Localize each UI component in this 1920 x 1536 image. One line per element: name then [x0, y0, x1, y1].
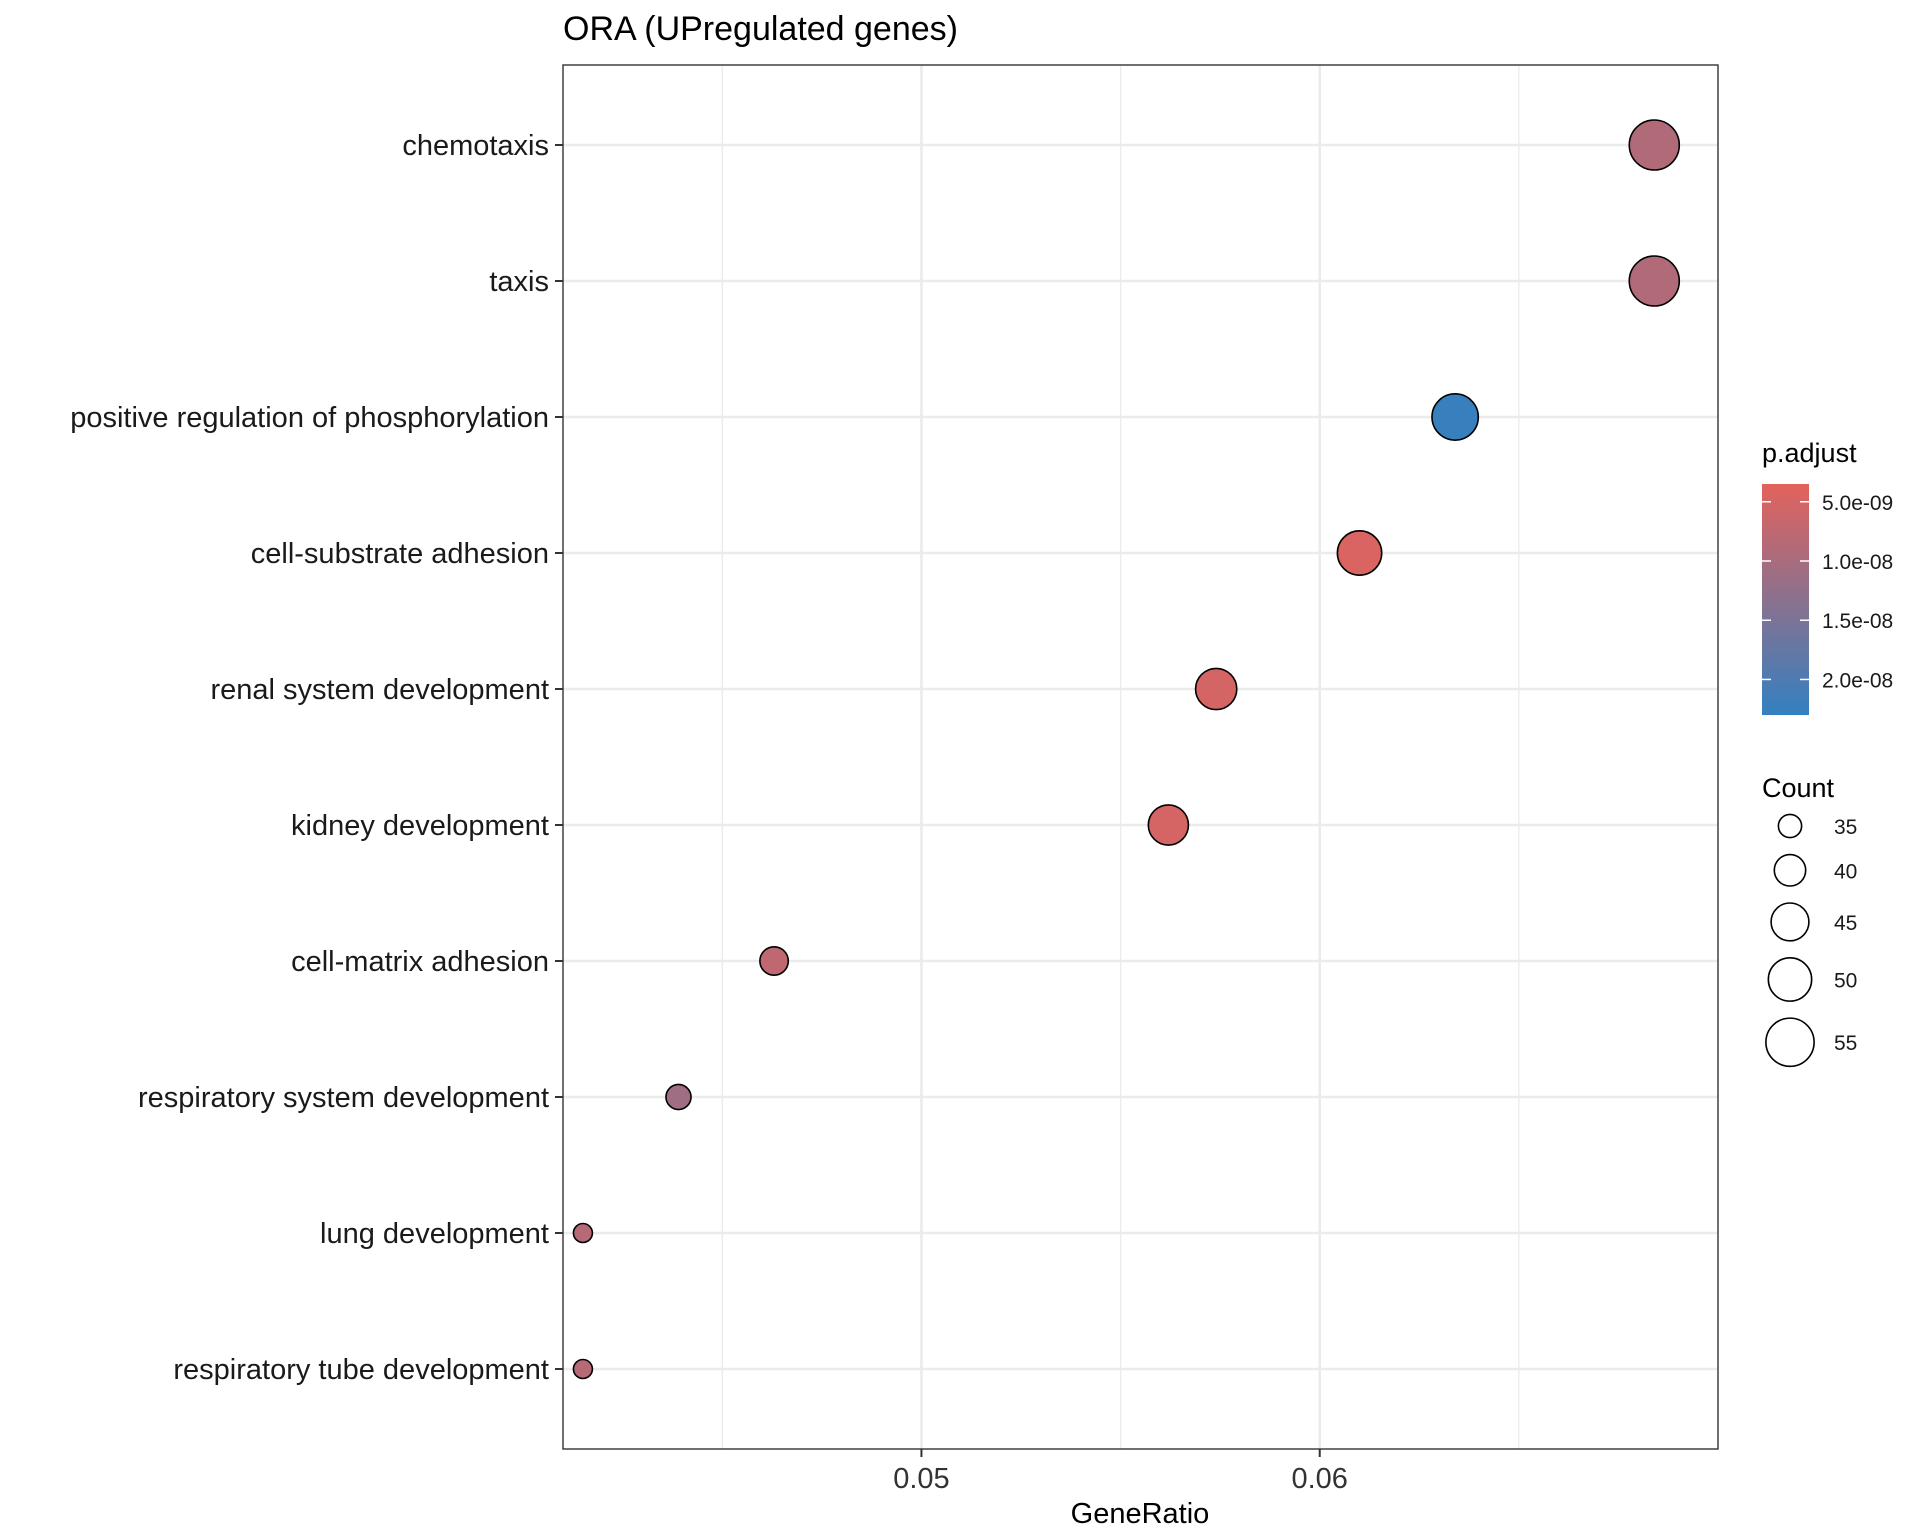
grid-lines [563, 65, 1718, 1449]
size-legend-key [1765, 1017, 1815, 1068]
size-legend-label: 50 [1834, 969, 1857, 992]
data-point [665, 1083, 692, 1111]
color-legend-label: 2.0e-08 [1822, 669, 1893, 692]
y-tick-label: lung development [320, 1218, 549, 1250]
data-point [1628, 119, 1681, 171]
x-tick-label: 0.06 [1291, 1463, 1347, 1495]
data-point [1147, 804, 1190, 846]
data-point [759, 945, 790, 977]
color-legend-ticks: 5.0e-09 1.0e-08 1.5e-08 2.0e-08 [1762, 492, 1893, 692]
y-tick-label: chemotaxis [402, 130, 549, 162]
y-tick-label: respiratory tube development [173, 1354, 549, 1386]
data-point [572, 1358, 594, 1380]
size-legend: Count 35 40 45 50 55 [1762, 773, 1857, 1068]
data-point [1628, 255, 1681, 307]
color-legend-label: 1.5e-08 [1822, 610, 1893, 633]
size-legend-label: 45 [1834, 912, 1857, 935]
y-tick-label: cell-substrate adhesion [251, 538, 549, 570]
color-legend-label: 5.0e-09 [1822, 492, 1893, 515]
color-legend-title: p.adjust [1762, 438, 1857, 468]
size-legend-key [1770, 902, 1810, 942]
size-legend-label: 35 [1834, 816, 1857, 839]
y-tick-label: taxis [489, 266, 549, 298]
x-axis-title: GeneRatio [1071, 1498, 1210, 1530]
size-legend-label: 55 [1834, 1032, 1857, 1055]
color-bar [1762, 484, 1809, 715]
y-tick-label: positive regulation of phosphorylation [70, 402, 549, 434]
y-axis: chemotaxis taxis positive regulation of ph… [70, 130, 563, 1386]
size-legend-key [1767, 957, 1813, 1002]
plot-panel-border [562, 64, 1719, 1450]
y-tick-label: kidney development [291, 810, 549, 842]
chart-title: ORA (UPregulated genes) [563, 10, 958, 48]
size-legend-label: 40 [1834, 860, 1857, 883]
data-point [1431, 393, 1480, 441]
x-axis: 0.05 0.06 [893, 1449, 1348, 1495]
color-legend-label: 1.0e-08 [1822, 551, 1893, 574]
data-point [1194, 667, 1238, 711]
color-legend: p.adjust 5.0e-09 1.0e-08 1.5e-08 2.0e-08 [1762, 438, 1893, 715]
data-points [572, 119, 1681, 1380]
y-tick-label: cell-matrix adhesion [291, 946, 549, 978]
y-tick-label: respiratory system development [138, 1082, 549, 1114]
y-tick-label: renal system development [211, 674, 550, 706]
size-legend-key [1773, 853, 1807, 887]
data-point [1336, 530, 1383, 576]
size-legend-keys: 35 40 45 50 55 [1765, 813, 1857, 1068]
size-legend-title: Count [1762, 773, 1835, 803]
x-tick-label: 0.05 [893, 1463, 949, 1495]
size-legend-key [1777, 813, 1803, 839]
data-point [572, 1222, 594, 1244]
